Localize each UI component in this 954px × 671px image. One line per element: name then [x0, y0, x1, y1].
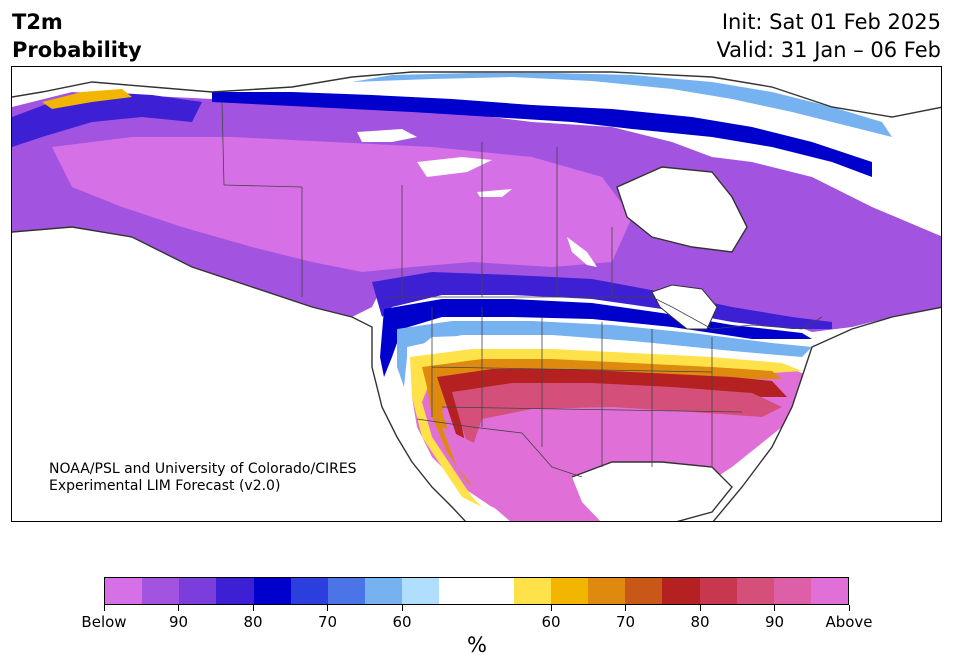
colorbar-tick-label: 90: [764, 613, 785, 631]
colorbar-segment: [402, 578, 440, 604]
us-canada-border: [387, 296, 823, 330]
colorbar-tick-label: 60: [392, 613, 412, 631]
forecast-map: [11, 66, 942, 522]
alaska-border: [221, 101, 225, 186]
colorbar-tick: [550, 605, 552, 611]
west-coast: [12, 226, 467, 521]
gulf-of-mexico: [572, 462, 732, 521]
colorbar-tick: [401, 605, 403, 611]
lake-winnipeg: [567, 237, 597, 267]
colorbar-tick-label: 70: [317, 613, 338, 631]
us-mexico-border: [416, 418, 583, 478]
colorbar-tick-label: Above: [825, 613, 873, 631]
colorbar-segment: [662, 578, 700, 604]
band-below-light: [397, 321, 812, 387]
title-product: Probability: [12, 38, 142, 62]
colorbar-segment: [476, 578, 514, 604]
colorbar-segment: [179, 578, 217, 604]
colorbar-segment: [513, 578, 551, 604]
colorbar-tick-label: 80: [243, 613, 263, 631]
political-borders: [221, 101, 823, 478]
colorbar-segment: [588, 578, 626, 604]
colorbar-segment: [216, 578, 254, 604]
pacific-ocean: [12, 227, 466, 521]
colorbar-segment: [699, 578, 737, 604]
region-below-core: [52, 137, 632, 272]
band-below-blue: [380, 299, 812, 377]
canada-province-lines: [223, 142, 613, 297]
coastlines-borders: [12, 71, 941, 521]
water-bodies: [12, 67, 941, 521]
colorbar-segment: [142, 578, 180, 604]
colorbar-tick-label: 80: [690, 613, 710, 631]
colorbar-segment: [253, 578, 291, 604]
colorbar-tick-label: 70: [615, 613, 636, 631]
credit-text: NOAA/PSL and University of Colorado/CIRE…: [49, 461, 357, 495]
colorbar-tick-label: Below: [81, 613, 127, 631]
arctic-ocean: [12, 67, 941, 117]
valid-range: Valid: 31 Jan – 06 Feb: [716, 38, 941, 62]
map-title: T2m Probability: [12, 8, 142, 64]
east-coast: [712, 306, 941, 521]
band-below-deep-south: [372, 272, 832, 329]
colorbar-unit: %: [467, 633, 487, 657]
band-below-arctic: [212, 92, 872, 177]
credit-line-1: NOAA/PSL and University of Colorado/CIRE…: [49, 461, 357, 477]
lake-great-bear: [357, 129, 417, 142]
title-variable: T2m: [12, 10, 63, 34]
colorbar-segment: [773, 578, 811, 604]
region-above-mexico: [442, 427, 570, 521]
init-date: Init: Sat 01 Feb 2025: [721, 10, 941, 34]
colorbar-segment: [290, 578, 328, 604]
colorbar-tick: [103, 605, 105, 611]
colorbar-tick-label: 60: [541, 613, 561, 631]
colorbar-tick: [848, 605, 850, 611]
atlantic-ocean: [713, 307, 941, 521]
lake-athabasca: [477, 189, 512, 197]
great-lakes: [651, 284, 718, 330]
credit-line-2: Experimental LIM Forecast (v2.0): [49, 478, 281, 494]
lake-great-slave: [417, 157, 492, 177]
colorbar-segment: [365, 578, 403, 604]
hudson-bay: [617, 167, 747, 252]
colorbar-tick: [327, 605, 328, 611]
hudson-bay-coast: [616, 166, 748, 253]
arctic-coast: [12, 71, 941, 118]
band-below-arctic-light: [352, 73, 892, 137]
colorbar-segment: [439, 578, 477, 604]
probability-colorbar: [104, 577, 849, 605]
colorbar-segment: [105, 578, 143, 604]
colorbar-tick-label: 90: [168, 613, 189, 631]
colorbar-tick: [252, 605, 254, 611]
colorbar-segment: [327, 578, 366, 604]
band-above-alaska-north: [42, 89, 132, 109]
forecast-dates: Init: Sat 01 Feb 2025 Valid: 31 Jan – 06…: [716, 8, 941, 64]
colorbar-segment: [736, 578, 774, 604]
colorbar-segment: [625, 578, 663, 604]
colorbar-segment: [810, 578, 849, 604]
colorbar-tick: [625, 605, 626, 611]
band-above-pink: [452, 383, 782, 467]
us-state-lines: [431, 307, 743, 467]
colorbar-segment: [550, 578, 589, 604]
probability-map-svg: [12, 67, 941, 521]
colorbar-tick: [774, 605, 775, 611]
band-above-orange: [422, 359, 782, 492]
colorbar-tick: [699, 605, 701, 611]
colorbar-tick: [178, 605, 179, 611]
